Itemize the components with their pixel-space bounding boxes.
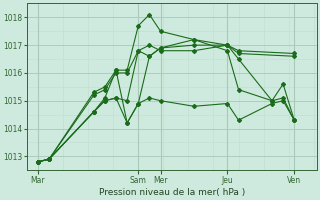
X-axis label: Pression niveau de la mer( hPa ): Pression niveau de la mer( hPa ) xyxy=(99,188,245,197)
